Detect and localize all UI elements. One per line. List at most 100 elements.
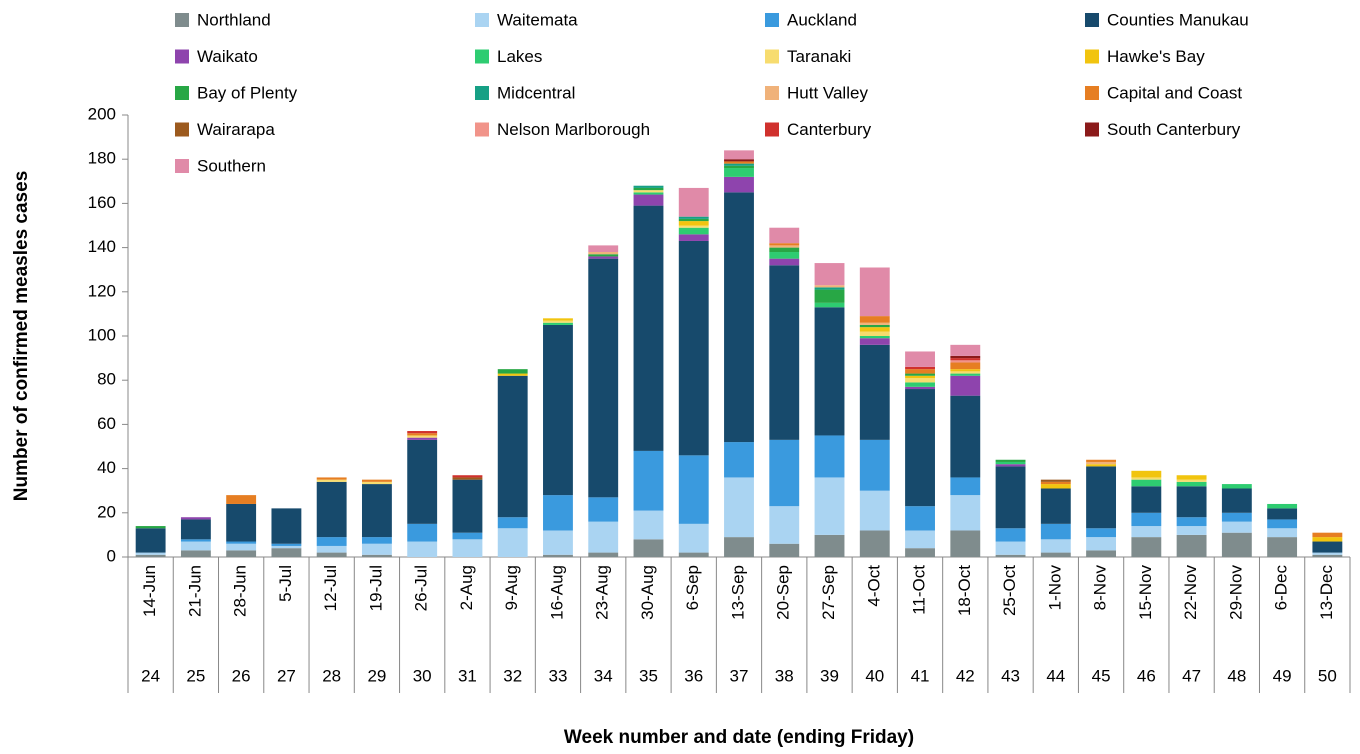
y-tick-label: 180: [88, 149, 116, 168]
x-tick-label: 14-Jun: [140, 565, 159, 617]
bar-segment: [724, 192, 754, 443]
bar-segment: [361, 537, 392, 544]
bar-segment: [678, 218, 709, 222]
legend-label: Midcentral: [497, 83, 575, 102]
legend-swatch: [765, 86, 779, 100]
week-label: 28: [322, 666, 341, 685]
legend-swatch: [765, 13, 779, 27]
bar-segment: [407, 541, 438, 557]
bar-segment: [859, 331, 890, 336]
legend-label: Taranaki: [787, 47, 851, 66]
bar-segment: [995, 466, 1026, 529]
bar-segment: [995, 528, 1026, 542]
bar-segment: [135, 552, 166, 555]
legend-label: Counties Manukau: [1107, 10, 1249, 29]
bar-segment: [950, 373, 981, 376]
legend-label: Auckland: [787, 10, 857, 29]
bar-segment: [180, 550, 211, 557]
week-label: 50: [1318, 666, 1337, 685]
bar-segment: [1131, 526, 1162, 538]
bar-segment: [995, 459, 1026, 462]
bar-segment: [316, 552, 347, 557]
bar-segment: [678, 455, 709, 524]
bar-segment: [814, 307, 845, 436]
bar-segment: [543, 495, 573, 531]
y-tick-label: 40: [97, 458, 116, 477]
bar-segment: [678, 187, 709, 217]
week-label: 38: [775, 666, 794, 685]
bar-segment: [226, 543, 257, 551]
y-tick-label: 60: [97, 414, 116, 433]
bar-segment: [1040, 479, 1071, 482]
legend-label: Waitemata: [497, 10, 578, 29]
week-label: 42: [956, 666, 975, 685]
bar-segment: [814, 289, 845, 303]
bar-segment: [316, 477, 347, 480]
bar-segment: [905, 366, 935, 370]
legend-swatch: [175, 86, 189, 100]
legend-label: Capital and Coast: [1107, 83, 1242, 102]
bar-segment: [678, 552, 709, 557]
bar-segment: [724, 442, 754, 478]
week-label: 45: [1092, 666, 1111, 685]
bar-segment: [226, 541, 257, 544]
bar-segment: [678, 227, 709, 235]
bar-segment: [1040, 539, 1071, 553]
bar-segment: [859, 439, 890, 491]
bar-segment: [633, 190, 664, 193]
bar-segment: [950, 355, 981, 359]
bar-segment: [633, 187, 664, 191]
week-label: 46: [1137, 666, 1156, 685]
bar-segment: [769, 265, 800, 440]
bar-segment: [950, 344, 981, 356]
bar-segment: [724, 150, 754, 160]
bar-segment: [859, 267, 890, 317]
y-tick-label: 120: [88, 281, 116, 300]
bar-segment: [995, 554, 1026, 557]
x-tick-label: 12-Jul: [321, 565, 340, 611]
bar-segment: [497, 375, 528, 518]
bar-segment: [588, 552, 619, 557]
week-label: 33: [549, 666, 568, 685]
bar-segment: [633, 194, 664, 206]
bar-segment: [1176, 479, 1207, 482]
legend-swatch: [765, 49, 779, 64]
legend-label: Waikato: [197, 47, 258, 66]
x-tick-label: 11-Oct: [910, 565, 929, 615]
bar-segment: [588, 252, 619, 255]
week-label: 36: [684, 666, 703, 685]
bar-segment: [905, 548, 935, 557]
bar-segment: [180, 519, 211, 540]
bar-segment: [543, 530, 573, 555]
legend-swatch: [475, 13, 489, 27]
bar-segment: [1176, 517, 1207, 527]
x-tick-label: 30-Aug: [638, 565, 657, 620]
x-tick-label: 29-Nov: [1226, 565, 1245, 620]
bar-segment: [407, 435, 438, 438]
bar-segment: [497, 369, 528, 374]
legend-label: Canterbury: [787, 120, 872, 139]
bar-segment: [905, 377, 935, 383]
bar-segment: [543, 324, 573, 496]
bar-segment: [995, 464, 1026, 467]
bar-segment: [724, 163, 754, 166]
legend-swatch: [175, 13, 189, 27]
bar-segment: [1312, 532, 1343, 538]
week-label: 37: [730, 666, 749, 685]
bar-segment: [543, 322, 573, 325]
bar-segment: [135, 526, 166, 529]
bar-segment: [814, 285, 845, 288]
bar-segment: [769, 543, 800, 557]
week-label: 26: [232, 666, 251, 685]
bar-segment: [271, 508, 302, 544]
bar-segment: [678, 523, 709, 553]
bar-segment: [814, 435, 845, 478]
bar-segment: [724, 165, 754, 169]
bar-segment: [316, 545, 347, 553]
x-tick-label: 18-Oct: [955, 565, 974, 616]
bar-segment: [905, 389, 935, 507]
bar-segment: [407, 433, 438, 436]
bar-segment: [769, 243, 800, 246]
bar-segment: [950, 375, 981, 396]
week-label: 43: [1001, 666, 1020, 685]
